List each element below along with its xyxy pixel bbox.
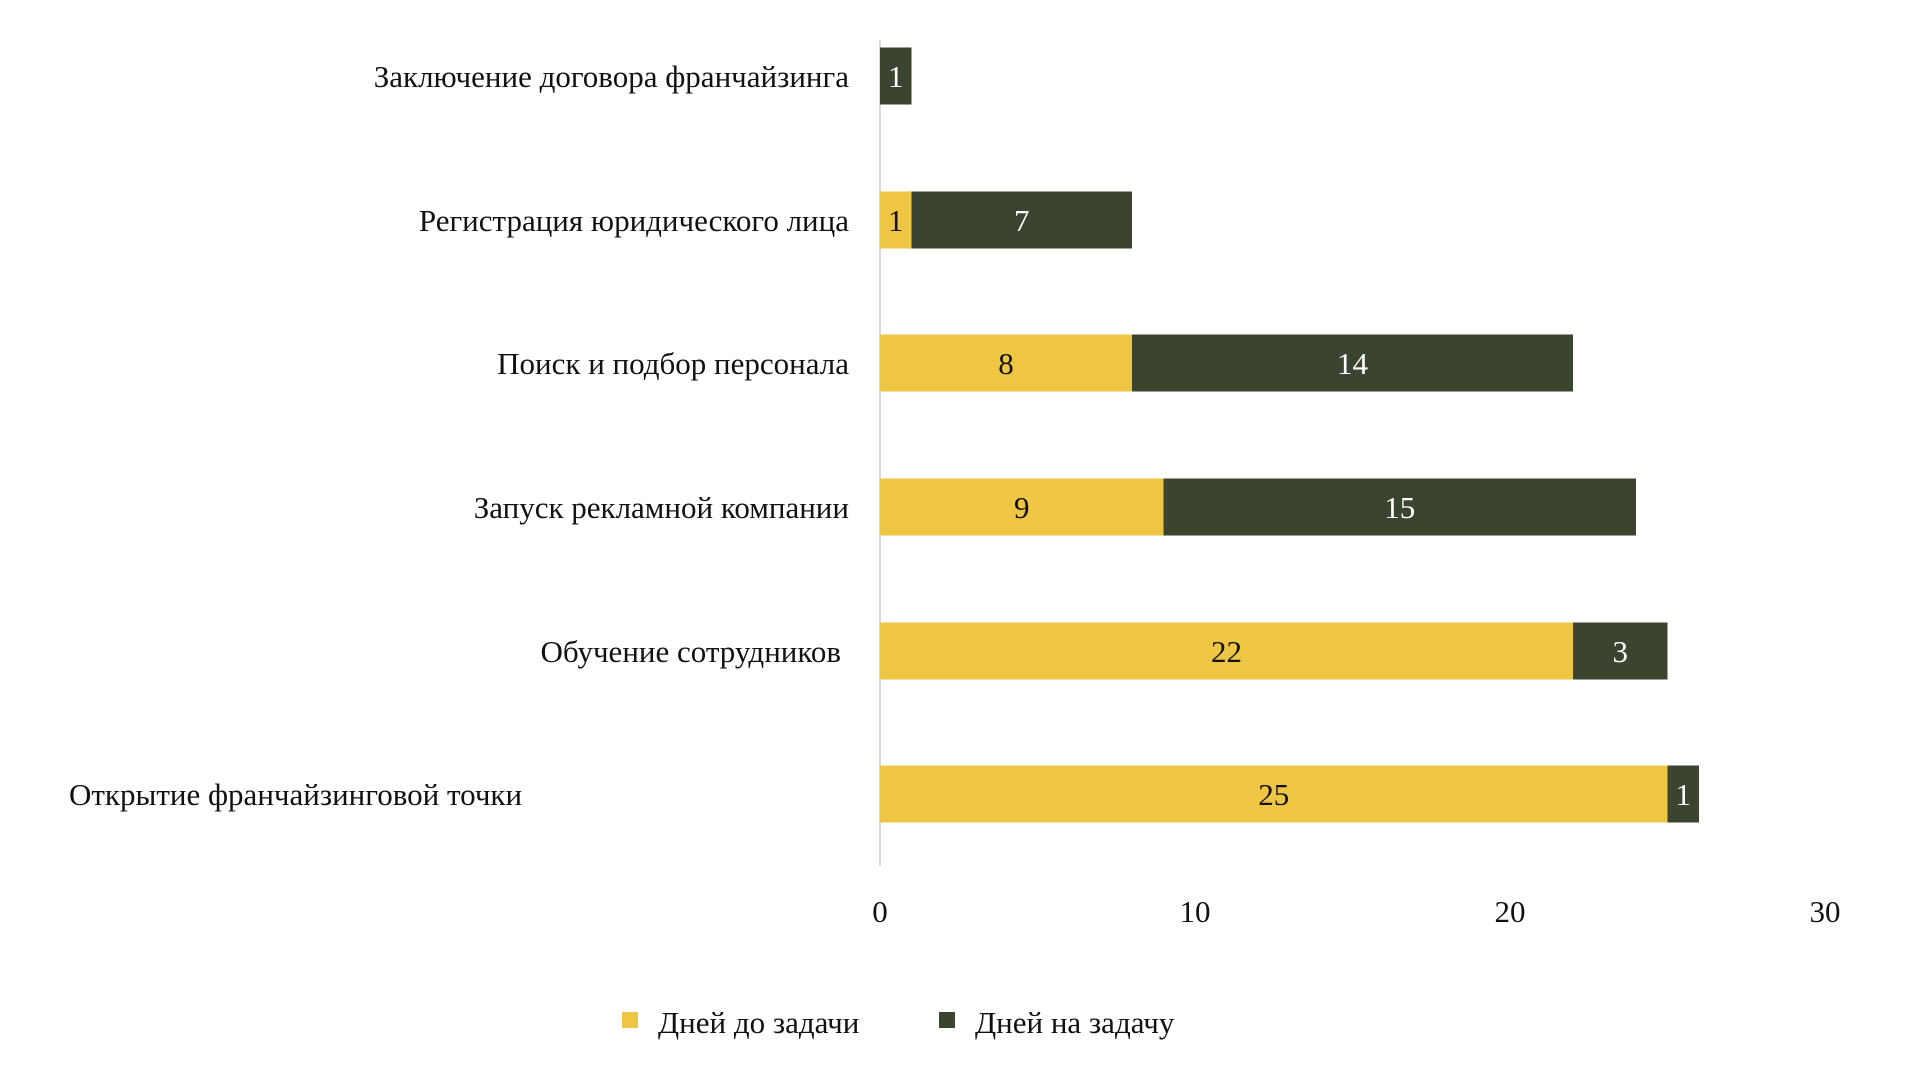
data-label: 8 [998, 346, 1014, 381]
data-label: 3 [1613, 634, 1629, 669]
data-label: 22 [1211, 634, 1242, 669]
data-label: 1 [1676, 777, 1692, 812]
x-tick-label: 30 [1810, 894, 1841, 929]
category-label: Поиск и подбор персонала [497, 346, 849, 381]
legend-label: Дней до задачи [658, 1005, 859, 1040]
bar-segment [880, 478, 1164, 536]
category-label: Заключение договора франчайзинга [374, 59, 850, 94]
legend-swatch [939, 1012, 955, 1028]
category-label: Открытие франчайзинговой точки [69, 777, 522, 812]
bar-segment [880, 765, 1668, 823]
data-label: 25 [1258, 777, 1289, 812]
legend-swatch [622, 1012, 638, 1028]
x-tick-label: 20 [1495, 894, 1526, 929]
bar-segment [880, 191, 912, 249]
data-label: 15 [1384, 490, 1415, 525]
legend-label: Дней на задачу [975, 1005, 1175, 1040]
bar-segment [1573, 622, 1668, 680]
bar-segment [880, 622, 1573, 680]
data-label: 1 [888, 59, 904, 94]
bar-segment [880, 47, 912, 105]
x-tick-label: 0 [872, 894, 888, 929]
category-label: Обучение сотрудников [540, 634, 841, 669]
bar-segment [880, 334, 1132, 392]
category-label: Запуск рекламной компании [474, 490, 849, 525]
bar-segment [1132, 334, 1573, 392]
data-label: 7 [1014, 203, 1030, 238]
bar-segment [911, 191, 1132, 249]
x-tick-label: 10 [1180, 894, 1211, 929]
data-label: 9 [1014, 490, 1030, 525]
bar-segment [1667, 765, 1699, 823]
category-label: Регистрация юридического лица [419, 203, 849, 238]
data-label: 14 [1337, 346, 1369, 381]
data-label: 1 [888, 203, 904, 238]
bar-segment [1163, 478, 1636, 536]
